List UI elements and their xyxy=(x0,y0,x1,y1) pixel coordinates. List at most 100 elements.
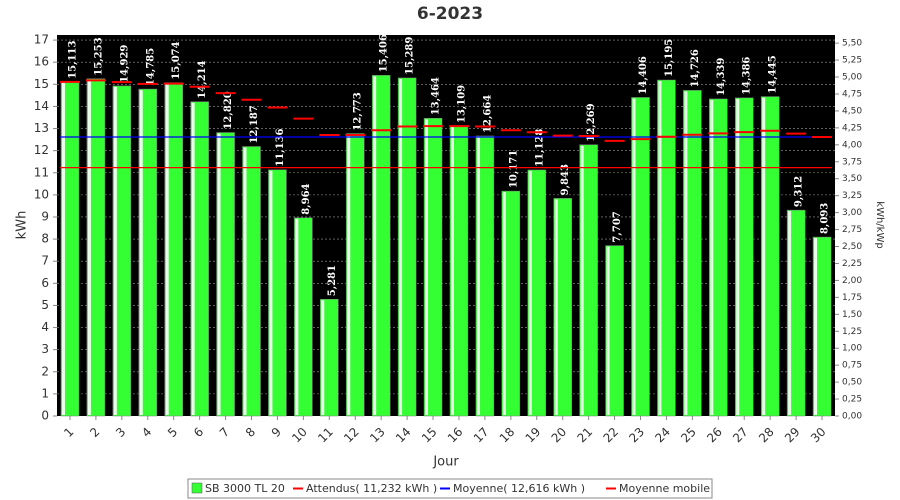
bar-highlight xyxy=(710,99,714,415)
bar-highlight xyxy=(347,134,351,415)
x-tick-label: 17 xyxy=(471,425,492,446)
y2-tick-label: 0,00 xyxy=(842,412,862,422)
value-label: 14,406 xyxy=(638,56,649,94)
y2-axis-label: kWh/kWp xyxy=(874,201,885,248)
bar-highlight xyxy=(684,91,688,415)
bar xyxy=(527,169,547,417)
y-tick-label: 2 xyxy=(41,364,49,378)
legend-label: Moyenne mobile xyxy=(619,482,710,495)
value-label: 14,214 xyxy=(197,60,208,98)
x-tick-label: 22 xyxy=(600,425,621,446)
y-tick-label: 14 xyxy=(34,99,49,113)
y-tick-label: 16 xyxy=(34,55,49,69)
bar xyxy=(579,144,598,417)
y2-tick-label: 3,00 xyxy=(842,208,862,218)
value-label: 12,269 xyxy=(586,103,597,141)
bar-highlight xyxy=(580,145,584,416)
value-label: 15,289 xyxy=(405,37,416,75)
legend-label: Moyenne( 12,616 kWh ) xyxy=(453,482,585,495)
bar xyxy=(709,98,728,417)
y2-tick-label: 0,50 xyxy=(842,378,862,388)
y2-tick-label: 2,50 xyxy=(842,242,862,252)
value-label: 7,707 xyxy=(612,211,623,242)
value-label: 14,929 xyxy=(119,45,130,83)
value-label: 8,093 xyxy=(820,203,831,234)
x-tick-label: 10 xyxy=(289,425,310,446)
bar-highlight xyxy=(87,79,91,415)
y2-tick-label: 5,25 xyxy=(842,56,862,66)
bar-highlight xyxy=(814,238,818,415)
y2-tick-label: 5,50 xyxy=(842,39,862,49)
x-tick-label: 29 xyxy=(782,425,803,446)
x-tick-label: 12 xyxy=(341,425,362,446)
x-tick-label: 18 xyxy=(497,425,518,446)
y2-tick-label: 4,50 xyxy=(842,106,862,116)
y2-tick-label: 3,25 xyxy=(842,191,862,201)
value-label: 14,339 xyxy=(716,58,727,96)
value-label: 12,773 xyxy=(353,92,364,130)
bar xyxy=(423,118,443,417)
bar xyxy=(734,97,754,417)
chart-title: 6-2023 xyxy=(417,4,483,24)
x-tick-label: 16 xyxy=(445,425,466,446)
y-tick-label: 12 xyxy=(34,143,49,157)
x-tick-label: 3 xyxy=(113,425,128,440)
bar-highlight xyxy=(295,218,299,415)
x-tick-label: 24 xyxy=(652,425,673,446)
value-label: 12,820 xyxy=(223,91,234,129)
bar xyxy=(242,146,261,417)
y-tick-label: 9 xyxy=(41,209,49,223)
value-label: 9,312 xyxy=(794,176,805,207)
y-tick-label: 10 xyxy=(34,187,49,201)
bar-highlight xyxy=(762,97,766,416)
y-axis-label: kWh xyxy=(15,211,30,240)
bar xyxy=(786,209,806,417)
x-tick-label: 28 xyxy=(756,425,777,446)
x-tick-label: 2 xyxy=(87,425,102,440)
bar xyxy=(86,78,106,417)
x-tick-label: 25 xyxy=(678,425,699,446)
y-tick-label: 0 xyxy=(41,409,49,423)
y2-tick-label: 3,75 xyxy=(842,157,862,167)
y-tick-label: 15 xyxy=(34,77,49,91)
x-tick-label: 27 xyxy=(730,425,751,446)
x-tick-label: 8 xyxy=(243,425,258,440)
value-label: 15,253 xyxy=(93,37,104,75)
value-label: 14,726 xyxy=(690,49,701,87)
bar xyxy=(345,133,365,417)
x-axis-label: Jour xyxy=(432,455,459,470)
value-label: 13,109 xyxy=(456,85,467,123)
bar xyxy=(501,190,521,417)
bar-highlight xyxy=(476,136,480,415)
y-tick-label: 5 xyxy=(41,298,49,312)
bar xyxy=(190,101,209,417)
y-tick-label: 7 xyxy=(41,254,49,268)
bar xyxy=(657,79,676,417)
value-label: 15,406 xyxy=(379,34,390,72)
value-label: 14,445 xyxy=(768,55,779,93)
y-tick-label: 11 xyxy=(34,165,49,179)
y2-tick-label: 2,25 xyxy=(842,259,862,269)
value-label: 12,664 xyxy=(482,95,493,133)
bar-highlight xyxy=(736,98,740,416)
bar xyxy=(760,96,780,417)
value-label: 11,128 xyxy=(534,129,545,167)
y-tick-label: 3 xyxy=(41,342,49,356)
legend-label: SB 3000 TL 20 xyxy=(205,482,285,495)
value-label: 14,386 xyxy=(742,57,753,95)
bar-highlight xyxy=(528,170,532,415)
bar xyxy=(475,135,495,417)
bar-highlight xyxy=(606,246,610,415)
value-label: 12,187 xyxy=(249,105,260,143)
plot-area xyxy=(57,35,835,416)
y2-tick-label: 3,50 xyxy=(842,174,862,184)
bar-highlight xyxy=(399,78,403,416)
bar-highlight xyxy=(554,199,558,415)
bar xyxy=(553,198,572,417)
x-tick-label: 14 xyxy=(393,425,414,446)
x-tick-label: 6 xyxy=(191,425,206,440)
x-tick-label: 7 xyxy=(217,425,232,440)
bar-highlight xyxy=(502,192,506,415)
y2-tick-label: 0,75 xyxy=(842,361,862,371)
y2-tick-label: 4,25 xyxy=(842,123,862,133)
